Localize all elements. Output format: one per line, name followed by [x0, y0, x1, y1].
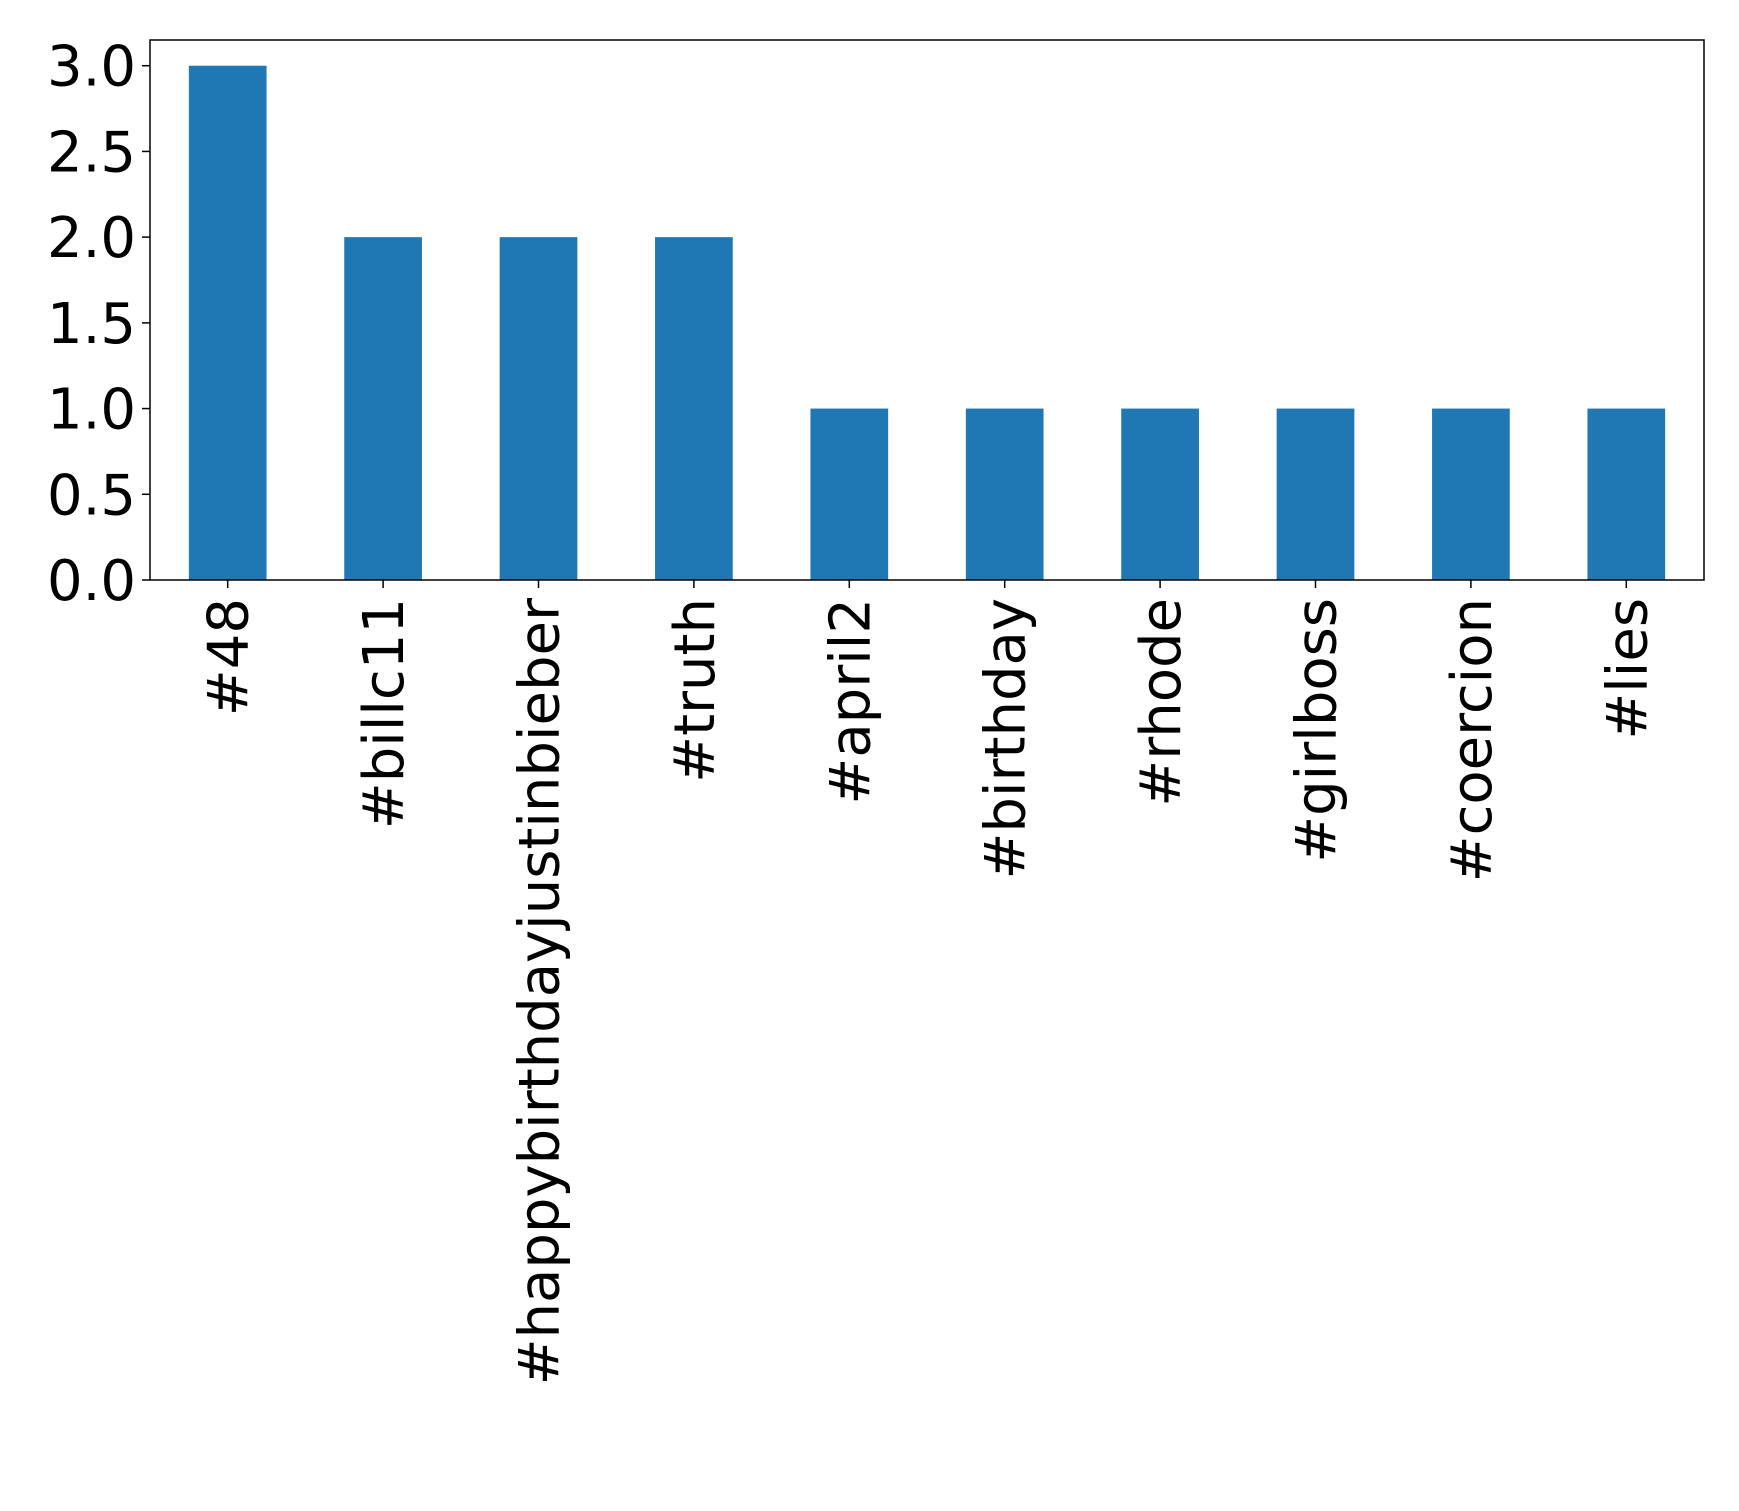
- bar-billc11: [344, 237, 422, 580]
- x-tick-label: #april2: [818, 598, 883, 805]
- y-tick-label: 1.5: [47, 292, 136, 357]
- bar-girlboss: [1276, 408, 1355, 580]
- x-tick-label: #birthday: [974, 598, 1039, 880]
- x-tick-label: #lies: [1595, 598, 1660, 740]
- bar-april2: [810, 408, 889, 580]
- bars-group: [188, 65, 1666, 580]
- x-axis: #48 #billc11 #happybirthdayjustinbieber #tr…: [197, 580, 1660, 1385]
- y-axis: 0.0 0.5 1.0 1.5 2.0 2.5 3.0: [47, 35, 150, 614]
- y-tick-label: 2.5: [47, 120, 136, 185]
- y-tick-label: 1.0: [47, 378, 136, 443]
- bar-happybirthdayjustinbieber: [499, 237, 578, 580]
- y-tick-label: 0.5: [47, 463, 136, 528]
- bar-lies: [1587, 408, 1666, 580]
- bar-48: [188, 65, 267, 580]
- plot-frame: [149, 39, 1705, 581]
- bar-birthday: [965, 408, 1044, 580]
- y-tick-label: 2.0: [47, 206, 136, 271]
- bar-truth: [655, 237, 733, 580]
- y-tick-label: 3.0: [47, 35, 136, 100]
- bar-coercion: [1432, 408, 1510, 580]
- bar-rhode: [1121, 408, 1199, 580]
- x-tick-label: #happybirthdayjustinbieber: [508, 597, 573, 1385]
- y-tick-label: 0.0: [47, 549, 136, 614]
- x-tick-label: #rhode: [1129, 598, 1194, 807]
- x-tick-label: #truth: [663, 598, 728, 783]
- x-tick-label: #girlboss: [1285, 598, 1350, 863]
- x-tick-label: #coercion: [1440, 598, 1505, 882]
- x-tick-label: #billc11: [352, 598, 417, 829]
- x-tick-label: #48: [197, 598, 262, 716]
